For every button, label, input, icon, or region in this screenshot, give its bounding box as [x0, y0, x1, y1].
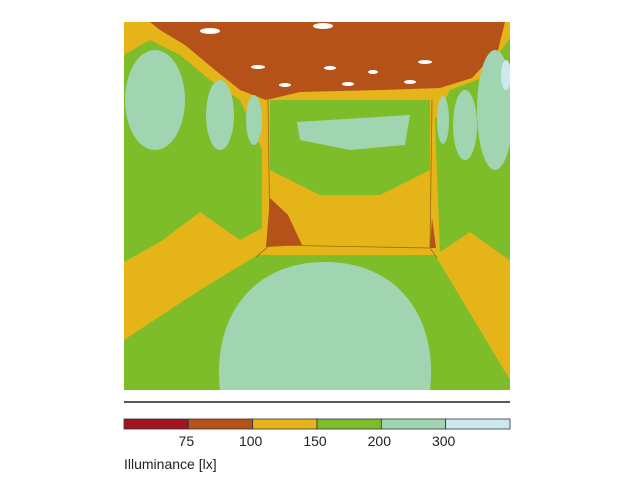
legend-tick-label: 200 — [368, 433, 392, 449]
legend-tick-label: 100 — [239, 433, 263, 449]
legend-tick-label: 75 — [179, 433, 195, 449]
legend-tick-label: 150 — [303, 433, 327, 449]
illuminance-render — [124, 22, 510, 390]
legend-swatch — [445, 418, 511, 430]
legend-swatch — [380, 418, 447, 430]
legend-swatch — [316, 418, 382, 430]
legend-swatch — [123, 418, 189, 430]
legend-title: Illuminance [lx] — [124, 456, 217, 472]
legend-swatch — [187, 418, 254, 430]
color-legend: 75 100 150 200 300 — [123, 418, 511, 449]
legend-swatch — [252, 418, 318, 430]
legend-tick-label: 300 — [432, 433, 456, 449]
